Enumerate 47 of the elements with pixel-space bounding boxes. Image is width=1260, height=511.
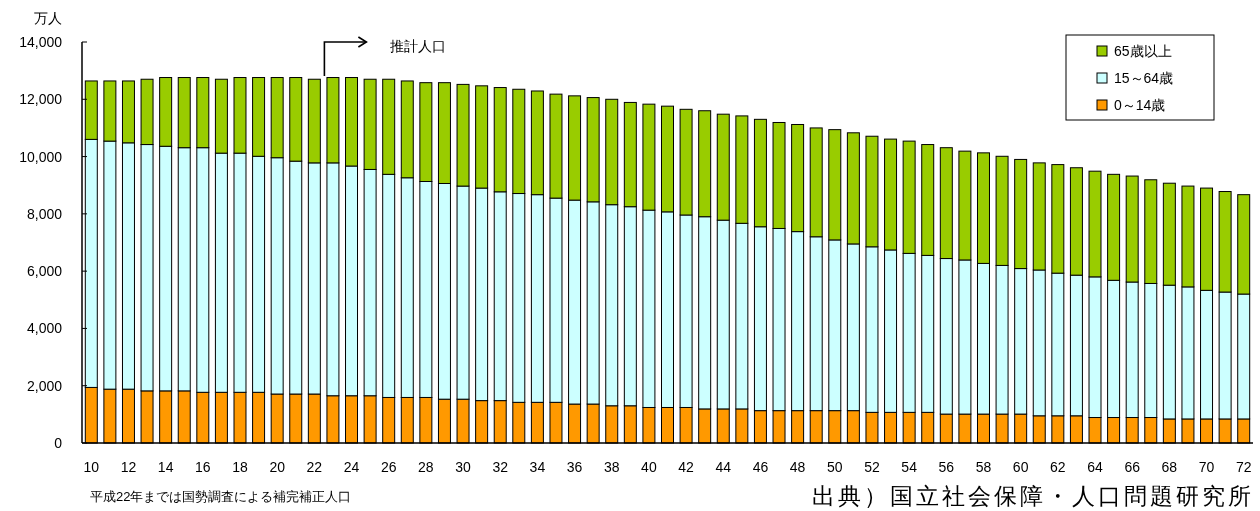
annotation: 推計人口 [390, 38, 447, 54]
legend-label: 65歳以上 [1114, 43, 1172, 59]
x-tick-label: 24 [343, 459, 360, 475]
y-tick-label: 10,000 [19, 148, 63, 165]
x-tick-label: 18 [232, 459, 248, 475]
y-tick-label: 14,000 [19, 34, 63, 50]
x-tick-label: 38 [603, 459, 620, 475]
x-tick-label: 28 [418, 459, 434, 475]
x-tick-label: 42 [678, 459, 695, 475]
x-tick-label: 36 [566, 459, 583, 475]
x-tick-label: 26 [380, 459, 397, 475]
x-tick-label: 64 [1087, 459, 1104, 475]
x-tick-label: 68 [1161, 459, 1178, 475]
x-tick-label: 56 [938, 459, 955, 475]
x-tick-label: 30 [455, 459, 472, 475]
x-tick-label: 50 [827, 459, 843, 475]
x-tick-label: 46 [752, 459, 769, 475]
y-tick-label: 12,000 [19, 91, 63, 108]
x-tick-label: 34 [529, 459, 546, 475]
x-tick-label: 60 [1012, 459, 1029, 475]
x-tick-label: 16 [195, 459, 211, 475]
x-tick-label: 40 [641, 459, 657, 475]
text: 平成22年までは国勢調査による補完補正人口 [90, 488, 352, 504]
x-tick-label: 44 [715, 459, 732, 475]
y-tick-label: 4,000 [26, 320, 63, 337]
y-tick-label: 8,000 [26, 205, 63, 222]
x-tick-label: 14 [157, 459, 174, 475]
x-tick-label: 52 [864, 459, 880, 475]
legend-label: 15～64歳 [1114, 70, 1174, 86]
x-tick-label: 48 [789, 459, 806, 475]
x-tick-label: 10 [83, 459, 100, 475]
x-tick-label: 62 [1050, 459, 1066, 475]
x-tick-label: 70 [1198, 459, 1215, 475]
y-tick-label: 6,000 [26, 263, 63, 280]
legend-label: 0～14歳 [1114, 97, 1166, 113]
x-tick-label: 22 [306, 459, 323, 475]
y-tick-label: 2,000 [26, 377, 63, 394]
x-tick-label: 66 [1124, 459, 1141, 475]
y-tick-label: 0 [54, 435, 63, 451]
x-tick-label: 54 [901, 459, 918, 475]
x-tick-label: 12 [120, 459, 137, 475]
source-note: 出典）国立社会保障・人口問題研究所 [812, 483, 1254, 509]
x-tick-label: 58 [975, 459, 992, 475]
y-axis-title: 万人 [34, 10, 62, 26]
x-tick-label: 32 [492, 459, 509, 475]
x-tick-label: 20 [269, 459, 286, 475]
x-tick-label: 72 [1235, 459, 1252, 475]
